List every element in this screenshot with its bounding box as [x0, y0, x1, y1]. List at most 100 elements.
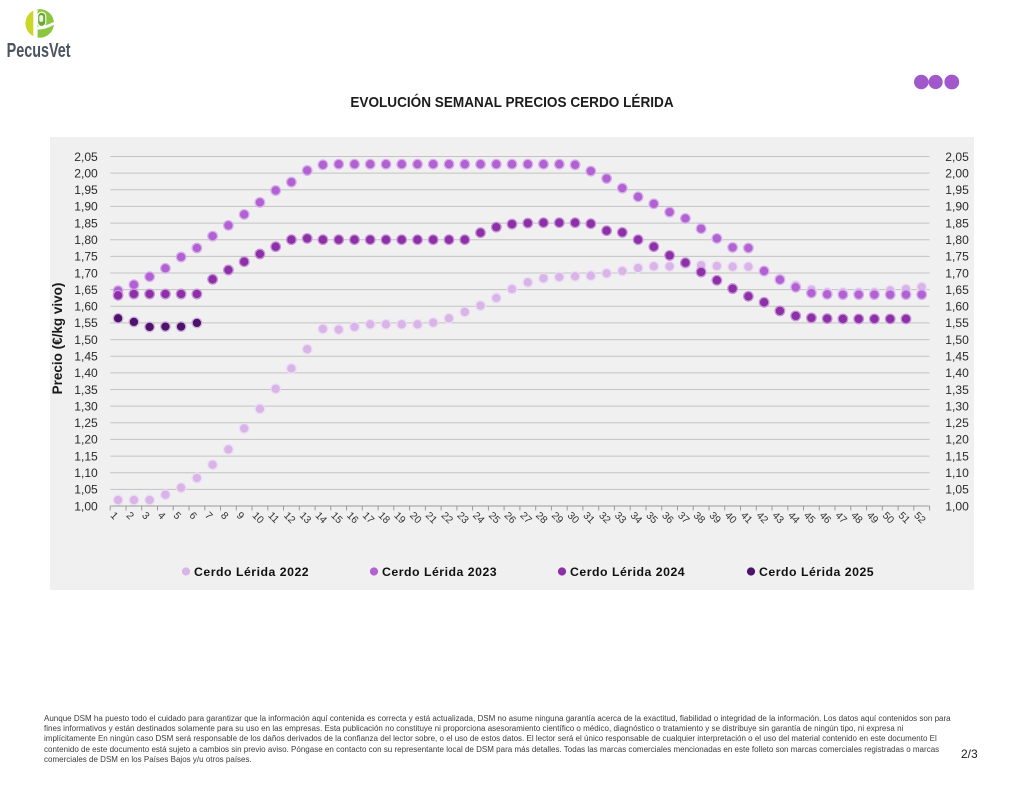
svg-text:1,50: 1,50	[74, 333, 98, 347]
svg-text:1,05: 1,05	[74, 483, 98, 497]
svg-text:23: 23	[454, 510, 470, 526]
svg-text:20: 20	[407, 510, 423, 526]
svg-text:12: 12	[281, 510, 297, 526]
svg-text:7: 7	[202, 510, 214, 522]
svg-text:39: 39	[707, 510, 723, 526]
svg-text:1,20: 1,20	[74, 433, 98, 447]
svg-text:1,80: 1,80	[945, 233, 969, 247]
svg-text:1,15: 1,15	[945, 449, 969, 463]
svg-text:52: 52	[911, 510, 927, 526]
svg-text:14: 14	[313, 510, 329, 526]
svg-text:Cerdo Lérida 2024: Cerdo Lérida 2024	[570, 565, 685, 579]
svg-text:34: 34	[628, 510, 644, 526]
svg-text:2,00: 2,00	[945, 166, 969, 180]
svg-text:1,10: 1,10	[945, 466, 969, 480]
svg-text:Cerdo Lérida 2023: Cerdo Lérida 2023	[382, 565, 497, 579]
svg-text:1,65: 1,65	[945, 283, 969, 297]
svg-text:1,95: 1,95	[945, 183, 969, 197]
svg-text:1,60: 1,60	[945, 300, 969, 314]
svg-text:49: 49	[864, 510, 880, 526]
svg-text:1,70: 1,70	[74, 266, 98, 280]
svg-text:41: 41	[738, 510, 754, 526]
svg-text:6: 6	[187, 510, 199, 522]
svg-text:3: 3	[139, 510, 151, 522]
svg-text:1,00: 1,00	[945, 499, 969, 513]
svg-text:1,90: 1,90	[945, 200, 969, 214]
svg-text:45: 45	[801, 510, 817, 526]
svg-text:16: 16	[344, 510, 360, 526]
svg-text:1,05: 1,05	[945, 483, 969, 497]
svg-text:30: 30	[565, 510, 581, 526]
svg-text:22: 22	[439, 510, 455, 526]
svg-text:1,95: 1,95	[74, 183, 98, 197]
svg-text:43: 43	[770, 510, 786, 526]
svg-text:25: 25	[486, 510, 502, 526]
svg-text:1,40: 1,40	[945, 366, 969, 380]
svg-text:46: 46	[817, 510, 833, 526]
svg-text:1,80: 1,80	[74, 233, 98, 247]
svg-text:1,50: 1,50	[945, 333, 969, 347]
svg-text:1,45: 1,45	[945, 350, 969, 364]
svg-text:1,35: 1,35	[74, 383, 98, 397]
svg-text:1,25: 1,25	[74, 416, 98, 430]
svg-text:27: 27	[517, 510, 533, 526]
svg-text:4: 4	[155, 510, 167, 522]
svg-text:2,05: 2,05	[74, 150, 98, 164]
svg-text:1,40: 1,40	[74, 366, 98, 380]
svg-text:1,85: 1,85	[945, 216, 969, 230]
svg-text:1,75: 1,75	[74, 250, 98, 264]
svg-text:1,30: 1,30	[945, 399, 969, 413]
svg-text:1,85: 1,85	[74, 216, 98, 230]
svg-text:32: 32	[596, 510, 612, 526]
svg-text:50: 50	[880, 510, 896, 526]
svg-text:Cerdo Lérida 2022: Cerdo Lérida 2022	[194, 565, 309, 579]
svg-text:28: 28	[533, 510, 549, 526]
svg-text:11: 11	[265, 510, 281, 526]
svg-text:1,60: 1,60	[74, 300, 98, 314]
svg-text:47: 47	[833, 510, 849, 526]
svg-text:48: 48	[848, 510, 864, 526]
svg-text:1,00: 1,00	[74, 499, 98, 513]
svg-text:2: 2	[124, 510, 136, 522]
svg-text:1: 1	[108, 510, 120, 522]
svg-text:1,65: 1,65	[74, 283, 98, 297]
svg-text:15: 15	[328, 510, 344, 526]
svg-text:1,55: 1,55	[74, 316, 98, 330]
svg-text:2,05: 2,05	[945, 150, 969, 164]
svg-text:18: 18	[376, 510, 392, 526]
svg-text:1,70: 1,70	[945, 266, 969, 280]
svg-text:21: 21	[423, 510, 439, 526]
svg-text:1,10: 1,10	[74, 466, 98, 480]
svg-text:1,90: 1,90	[74, 200, 98, 214]
svg-text:31: 31	[580, 510, 596, 526]
svg-text:1,55: 1,55	[945, 316, 969, 330]
svg-text:42: 42	[754, 510, 770, 526]
svg-text:35: 35	[643, 510, 659, 526]
svg-text:17: 17	[360, 510, 376, 526]
svg-text:24: 24	[470, 510, 486, 526]
svg-text:10: 10	[250, 510, 266, 526]
svg-text:8: 8	[218, 510, 230, 522]
svg-text:36: 36	[659, 510, 675, 526]
svg-text:1,25: 1,25	[945, 416, 969, 430]
svg-text:1,45: 1,45	[74, 350, 98, 364]
svg-text:26: 26	[502, 510, 518, 526]
svg-text:1,75: 1,75	[945, 250, 969, 264]
svg-text:44: 44	[785, 510, 801, 526]
svg-text:Precio (€/kg vivo): Precio (€/kg vivo)	[50, 283, 65, 395]
svg-text:1,15: 1,15	[74, 449, 98, 463]
svg-text:33: 33	[612, 510, 628, 526]
svg-text:19: 19	[391, 510, 407, 526]
svg-text:PecusVet: PecusVet	[7, 39, 71, 62]
svg-text:2,00: 2,00	[74, 166, 98, 180]
svg-text:1,35: 1,35	[945, 383, 969, 397]
svg-text:9: 9	[234, 510, 246, 522]
svg-text:51: 51	[896, 510, 912, 526]
svg-text:13: 13	[297, 510, 313, 526]
svg-text:37: 37	[675, 510, 691, 526]
svg-text:5: 5	[171, 510, 183, 522]
svg-text:Cerdo Lérida 2025: Cerdo Lérida 2025	[759, 565, 874, 579]
svg-text:38: 38	[691, 510, 707, 526]
svg-text:40: 40	[722, 510, 738, 526]
svg-text:1,20: 1,20	[945, 433, 969, 447]
